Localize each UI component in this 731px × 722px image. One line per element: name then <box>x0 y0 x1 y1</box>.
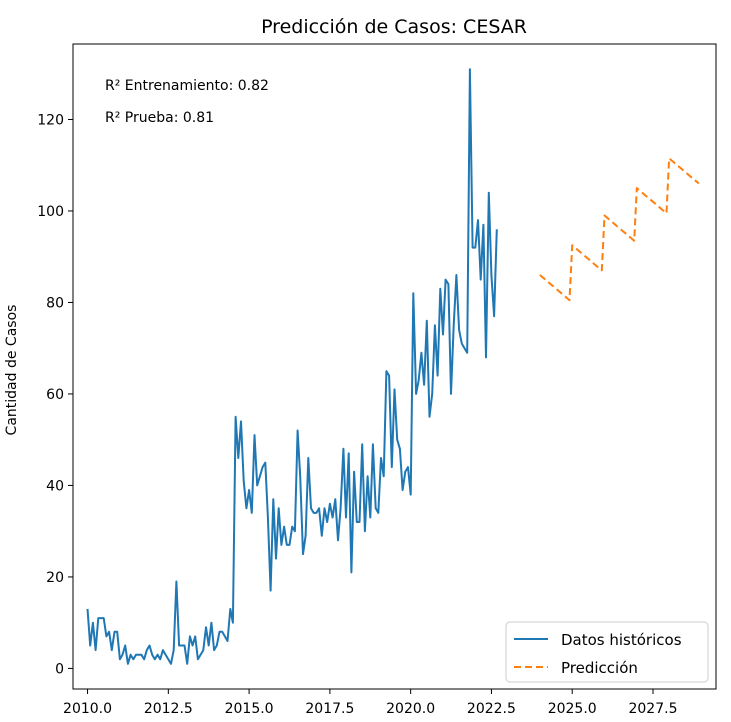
annotation-r2-train: R² Entrenamiento: 0.82 <box>105 78 269 94</box>
legend-box <box>505 621 709 683</box>
annotation-r2-test: R² Prueba: 0.81 <box>105 110 214 126</box>
x-tick-label: 2020.0 <box>386 701 435 717</box>
y-tick-label: 20 <box>46 570 64 586</box>
y-tick-label: 80 <box>46 295 64 311</box>
x-tick-label: 2010.0 <box>63 701 112 717</box>
y-tick-label: 60 <box>46 387 64 403</box>
x-axis: 2010.0 2012.5 2015.0 2017.5 2020.0 2022.5 2025… <box>63 689 677 717</box>
x-tick-label: 2012.5 <box>144 701 193 717</box>
y-tick-label: 100 <box>37 204 64 220</box>
x-tick-label: 2015.0 <box>225 701 274 717</box>
plot-frame <box>72 43 717 690</box>
series-line-prediccion <box>539 157 700 302</box>
legend-label-prediccion: Predicción <box>561 659 638 677</box>
y-axis: 0 20 40 60 80 100 120 <box>37 112 73 677</box>
series-line-historico <box>86 68 498 665</box>
y-tick-label: 40 <box>46 478 64 494</box>
x-tick-label: 2027.5 <box>628 701 677 717</box>
y-tick-label: 0 <box>55 661 64 677</box>
x-tick-label: 2017.5 <box>305 701 354 717</box>
legend-label-historico: Datos históricos <box>561 631 682 649</box>
y-axis-label: Cantidad de Casos <box>4 305 20 436</box>
x-tick-label: 2022.5 <box>467 701 516 717</box>
chart-title: Predicción de Casos: CESAR <box>261 16 527 38</box>
y-tick-label: 120 <box>37 112 64 128</box>
series-layer <box>86 68 700 665</box>
plot-area <box>72 43 717 690</box>
x-tick-label: 2025.0 <box>548 701 597 717</box>
legend: Datos históricos Predicción <box>505 621 709 683</box>
